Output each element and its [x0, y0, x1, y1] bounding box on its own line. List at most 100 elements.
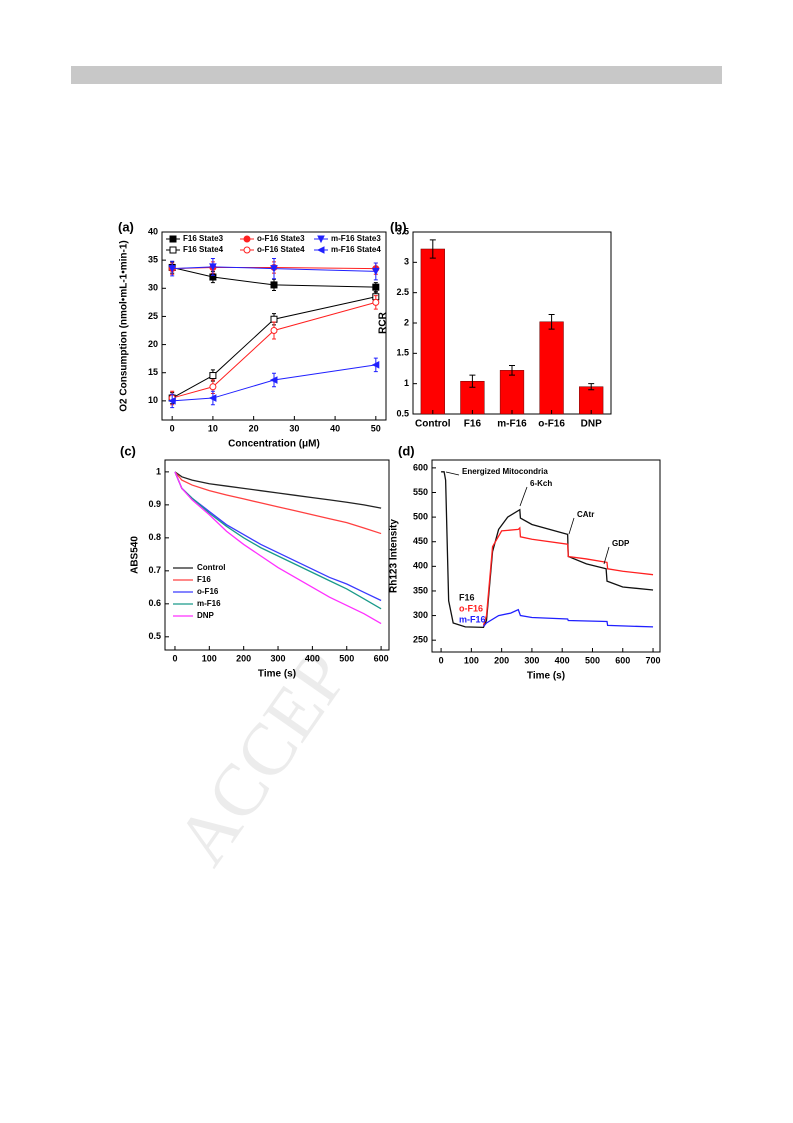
series-line — [172, 301, 376, 399]
marker — [168, 265, 176, 273]
legend-label: F16 — [197, 575, 211, 584]
legend-label: DNP — [197, 611, 215, 620]
marker — [372, 283, 380, 291]
x-tick-label: 0 — [170, 423, 175, 433]
y-tick-label: 600 — [413, 462, 428, 472]
panel-label: (d) — [398, 443, 415, 458]
y-tick-label: 0.6 — [148, 598, 161, 608]
legend-label: F16 — [459, 592, 475, 602]
y-tick-label: 2 — [404, 317, 409, 327]
x-tick-label: 50 — [371, 423, 381, 433]
y-tick-label: 2.5 — [396, 287, 409, 297]
bar — [499, 370, 525, 415]
legend-label: m-F16 — [459, 614, 486, 624]
plot-frame — [164, 459, 390, 651]
y-tick-label: 1 — [404, 378, 409, 388]
annotation: GDP — [612, 539, 630, 548]
series-line — [172, 364, 376, 402]
x-tick-label: 10 — [208, 423, 218, 433]
x-tick-label: 20 — [249, 423, 259, 433]
x-tick-label: o-F16 — [538, 419, 565, 430]
header-bar — [71, 66, 722, 84]
x-tick-label: DNP — [581, 419, 602, 430]
marker — [243, 235, 251, 243]
x-tick-label: F16 — [464, 419, 482, 430]
bar — [539, 321, 564, 415]
x-tick-label: 700 — [646, 655, 661, 665]
x-tick-label: 0 — [172, 653, 177, 663]
y-tick-label: 10 — [148, 395, 158, 405]
x-axis-label: Concentration (μM) — [228, 439, 320, 450]
annotation-arrow — [519, 486, 528, 507]
y-tick-label: 400 — [413, 561, 428, 571]
plot-frame — [161, 231, 387, 421]
legend-label: m-F16 State3 — [331, 234, 381, 243]
marker — [317, 235, 325, 244]
legend-label: m-F16 State4 — [331, 245, 381, 254]
marker — [270, 281, 278, 289]
legend-label: o-F16 State3 — [257, 234, 305, 243]
annotation: CAtr — [577, 510, 594, 519]
y-tick-label: 1 — [156, 466, 161, 476]
annotation-arrow — [603, 546, 610, 565]
annotation-arrow — [445, 471, 460, 476]
y-tick-label: 550 — [413, 487, 428, 497]
x-tick-label: 500 — [339, 653, 354, 663]
legend-label: o-F16 State4 — [257, 245, 305, 254]
y-axis-label: Rh123 Intensity — [389, 519, 400, 593]
y-tick-label: 0.5 — [396, 408, 409, 418]
plot-frame — [431, 459, 661, 653]
y-tick-label: 450 — [413, 536, 428, 546]
x-axis-label: Time (s) — [258, 669, 296, 680]
x-tick-label: 400 — [305, 653, 320, 663]
y-tick-label: 35 — [148, 255, 158, 265]
x-tick-label: 40 — [330, 423, 340, 433]
y-tick-label: 1.5 — [396, 348, 409, 358]
y-tick-label: 250 — [413, 635, 428, 645]
series-line — [174, 471, 382, 610]
marker — [243, 246, 251, 254]
series-line — [174, 471, 382, 625]
legend-label: F16 State4 — [183, 245, 224, 254]
series-line — [174, 471, 382, 535]
series-line — [172, 266, 376, 272]
x-tick-label: 300 — [524, 655, 539, 665]
error-bar — [588, 383, 595, 391]
error-bar — [429, 239, 436, 259]
marker — [269, 376, 278, 384]
y-axis-label: O2 Consumption (nmol•mL-1•min-1) — [119, 240, 130, 411]
series-line — [482, 526, 654, 626]
y-tick-label: 300 — [413, 610, 428, 620]
x-tick-label: Control — [415, 419, 451, 430]
marker — [168, 397, 176, 405]
error-bar — [469, 374, 476, 388]
y-tick-label: 25 — [148, 311, 158, 321]
x-tick-label: 300 — [271, 653, 286, 663]
legend-label: m-F16 — [197, 599, 221, 608]
marker — [209, 372, 217, 380]
x-tick-label: 200 — [236, 653, 251, 663]
y-tick-label: 20 — [148, 339, 158, 349]
x-tick-label: m-F16 — [497, 419, 527, 430]
marker — [270, 327, 278, 335]
series-line — [172, 266, 376, 288]
y-tick-label: 3.5 — [396, 226, 409, 236]
bar — [579, 386, 604, 415]
y-tick-label: 0.9 — [148, 499, 161, 509]
annotation: Energized Mitocondria — [462, 467, 548, 476]
legend-label: F16 State3 — [183, 234, 224, 243]
marker — [209, 263, 217, 272]
marker — [169, 235, 177, 243]
y-tick-label: 500 — [413, 511, 428, 521]
x-tick-label: 100 — [464, 655, 479, 665]
marker — [372, 267, 380, 276]
y-tick-label: 0.5 — [148, 631, 161, 641]
error-bar — [548, 314, 555, 330]
legend-label: Control — [197, 563, 225, 572]
y-axis-label: ABS540 — [130, 536, 141, 574]
marker — [372, 298, 380, 306]
x-tick-label: 200 — [494, 655, 509, 665]
marker — [316, 246, 325, 254]
panel-label: (a) — [118, 219, 134, 234]
